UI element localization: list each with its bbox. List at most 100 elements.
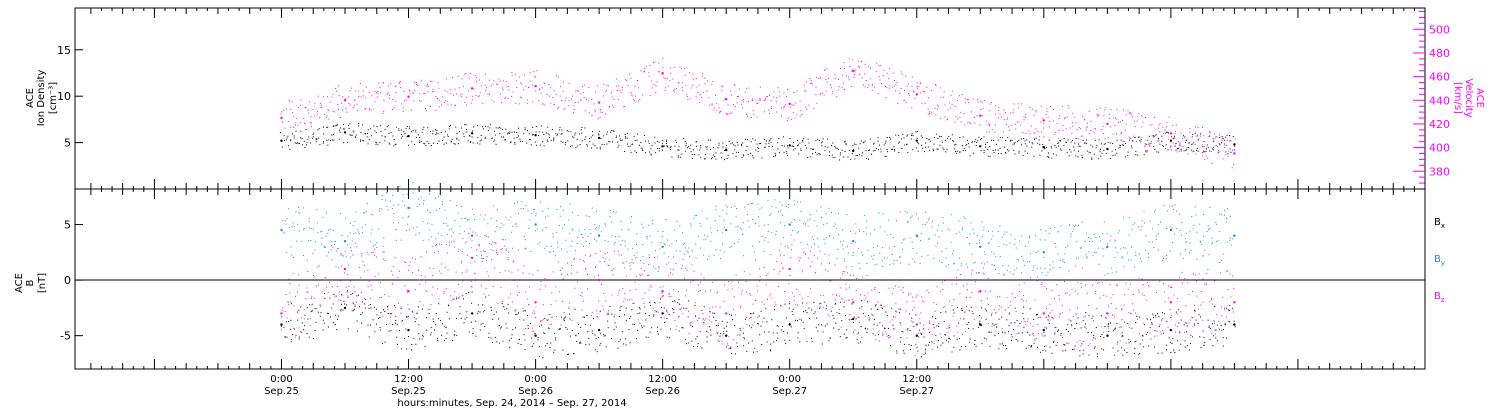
density-sample [318, 137, 320, 139]
velocity-sample [1172, 142, 1174, 144]
bz-sample [858, 316, 860, 318]
by-sample [1003, 233, 1005, 235]
by-sample [903, 239, 904, 241]
by-sample [508, 219, 510, 221]
bx-sample [456, 334, 458, 336]
density-sample [315, 141, 317, 143]
density-sample [581, 132, 583, 134]
velocity-sample [378, 82, 380, 84]
bx-sample [895, 310, 897, 312]
by-sample [364, 212, 366, 214]
velocity-sample [895, 84, 897, 85]
velocity-sample [435, 96, 437, 98]
velocity-sample [848, 79, 850, 81]
density-sample [926, 138, 928, 139]
velocity-sample [455, 93, 457, 95]
density-sample [392, 135, 394, 137]
velocity-sample [532, 84, 533, 86]
density-sample [511, 131, 513, 133]
velocity-sample [617, 99, 619, 101]
by-sample [516, 226, 518, 228]
velocity-sample [984, 100, 986, 101]
bx-sample [801, 319, 802, 321]
by-sample [1084, 241, 1086, 242]
bx-sample [984, 337, 986, 339]
bx-sample [1076, 322, 1078, 324]
by-sample [286, 251, 288, 253]
bx-sample [772, 332, 774, 334]
bz-sample [855, 289, 857, 291]
bx-sample [542, 357, 544, 359]
by-sample [1166, 258, 1168, 260]
bx-sample [477, 313, 479, 315]
velocity-sample [1122, 119, 1123, 121]
bz-sample [751, 324, 753, 326]
velocity-sample [826, 81, 828, 83]
velocity-point [597, 101, 601, 104]
velocity-point [1169, 132, 1173, 135]
by-sample [524, 248, 526, 250]
velocity-sample [492, 83, 494, 85]
bx-sample [1135, 322, 1137, 323]
velocity-sample [918, 86, 920, 88]
by-sample [1044, 268, 1046, 270]
by-sample [1016, 267, 1018, 269]
bz-sample [595, 266, 597, 268]
density-sample [771, 146, 773, 148]
bx-sample [1190, 334, 1192, 336]
density-sample [348, 125, 349, 127]
density-sample [1163, 145, 1164, 147]
by-sample [462, 238, 464, 239]
bx-sample [1207, 319, 1209, 321]
velocity-sample [575, 90, 577, 92]
by-sample [337, 248, 339, 250]
density-sample [1038, 139, 1040, 141]
bz-sample [902, 287, 904, 289]
density-sample [592, 143, 594, 145]
by-sample [1208, 229, 1210, 231]
bx-sample [540, 324, 542, 326]
velocity-sample [606, 90, 608, 91]
density-sample [775, 154, 777, 156]
density-sample [1042, 144, 1044, 146]
velocity-sample [1064, 118, 1066, 120]
bz-sample [500, 286, 502, 288]
density-sample [667, 146, 669, 148]
density-sample [1191, 149, 1193, 151]
bz-sample [918, 332, 919, 334]
velocity-sample [770, 100, 772, 102]
by-sample [886, 257, 888, 259]
bx-sample [903, 352, 905, 354]
velocity-sample [810, 79, 812, 81]
by-sample [1134, 266, 1136, 268]
velocity-sample [897, 103, 899, 104]
velocity-sample [461, 78, 463, 80]
by-sample [371, 252, 373, 253]
density-sample [885, 140, 887, 142]
density-sample [600, 138, 602, 139]
density-sample [618, 144, 620, 146]
by-sample [779, 249, 780, 251]
density-sample [553, 137, 555, 139]
bz-sample [801, 271, 803, 273]
by-sample [1226, 217, 1228, 219]
density-sample [449, 126, 451, 127]
velocity-sample [329, 101, 331, 103]
density-sample [414, 144, 415, 145]
density-sample [455, 126, 457, 128]
by-sample [691, 250, 693, 252]
bz-sample [700, 273, 702, 275]
velocity-sample [654, 61, 656, 63]
by-sample [753, 251, 755, 253]
bz-sample [472, 231, 474, 233]
bz-sample [567, 273, 568, 275]
bx-sample [1029, 308, 1031, 310]
by-sample [1003, 244, 1005, 246]
density-sample [855, 144, 857, 146]
bx-sample [1157, 313, 1159, 315]
velocity-sample [769, 94, 770, 96]
bx-sample [463, 298, 464, 300]
density-sample [1051, 157, 1053, 159]
bz-sample [809, 288, 811, 290]
bx-sample [875, 304, 877, 306]
